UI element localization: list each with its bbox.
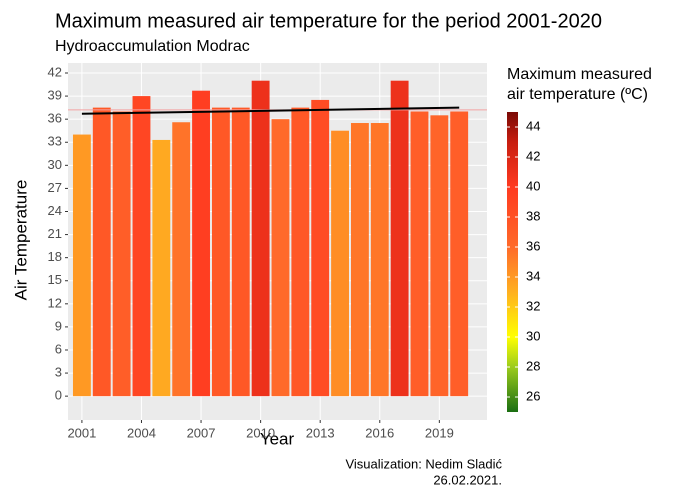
x-tick-label: 2019 — [425, 425, 454, 440]
legend-tick-label: 42 — [526, 148, 540, 163]
x-tick-label: 2013 — [306, 425, 335, 440]
y-tick-label: 33 — [48, 134, 62, 149]
y-tick-label: 42 — [48, 64, 62, 79]
bar — [192, 90, 210, 397]
x-tick-label: 2004 — [127, 425, 156, 440]
x-tick-label: 2007 — [187, 425, 216, 440]
bar — [211, 107, 230, 397]
bar — [450, 111, 469, 397]
bar — [72, 134, 91, 397]
bar — [251, 80, 270, 397]
y-tick-label: 21 — [48, 226, 62, 241]
bar — [231, 107, 250, 397]
legend-tick-label: 28 — [526, 358, 540, 373]
legend-title: Maximum measured — [507, 66, 652, 83]
y-tick-label: 18 — [48, 249, 62, 264]
y-tick-label: 30 — [48, 157, 62, 172]
bar — [291, 107, 310, 397]
caption: Visualization: Nedim Sladić — [345, 456, 502, 471]
y-axis-title: Air Temperature — [11, 180, 30, 301]
y-tick-label: 36 — [48, 111, 62, 126]
y-tick-label: 15 — [48, 272, 62, 287]
bar — [390, 80, 409, 397]
x-axis-title: Year — [260, 429, 295, 448]
chart-subtitle: Hydroaccumulation Modrac — [55, 38, 250, 55]
legend-tick-label: 30 — [526, 328, 540, 343]
chart-title: Maximum measured air temperature for the… — [55, 10, 602, 32]
legend-title: air temperature (ºC) — [507, 86, 648, 103]
legend-tick-label: 38 — [526, 208, 540, 223]
bar — [132, 96, 151, 397]
bar — [311, 99, 330, 397]
legend-tick-label: 26 — [526, 388, 540, 403]
legend-tick-label: 44 — [526, 118, 540, 133]
y-tick-label: 12 — [48, 295, 62, 310]
bar — [172, 122, 191, 397]
legend-tick-label: 40 — [526, 178, 540, 193]
bar — [271, 119, 290, 397]
caption: 26.02.2021. — [433, 472, 502, 487]
legend-tick-label: 34 — [526, 268, 540, 283]
bar — [112, 111, 131, 397]
y-tick-label: 27 — [48, 180, 62, 195]
y-tick-label: 6 — [55, 341, 62, 356]
bar — [331, 130, 349, 397]
bar — [152, 139, 171, 397]
bar — [92, 107, 111, 397]
legend-tick-label: 36 — [526, 238, 540, 253]
legend-colorbar — [507, 112, 518, 412]
bar — [350, 123, 369, 397]
bar — [430, 115, 449, 397]
y-tick-label: 9 — [55, 318, 62, 333]
bar — [410, 111, 429, 397]
y-tick-label: 0 — [55, 388, 62, 403]
y-tick-label: 39 — [48, 88, 62, 103]
trend-line — [81, 106, 460, 115]
bar — [370, 123, 389, 397]
x-tick-label: 2010 — [246, 425, 275, 440]
y-tick-label: 24 — [48, 203, 62, 218]
x-tick-label: 2016 — [365, 425, 394, 440]
x-tick-label: 2001 — [67, 425, 96, 440]
y-tick-label: 3 — [55, 365, 62, 380]
legend-tick-label: 32 — [526, 298, 540, 313]
